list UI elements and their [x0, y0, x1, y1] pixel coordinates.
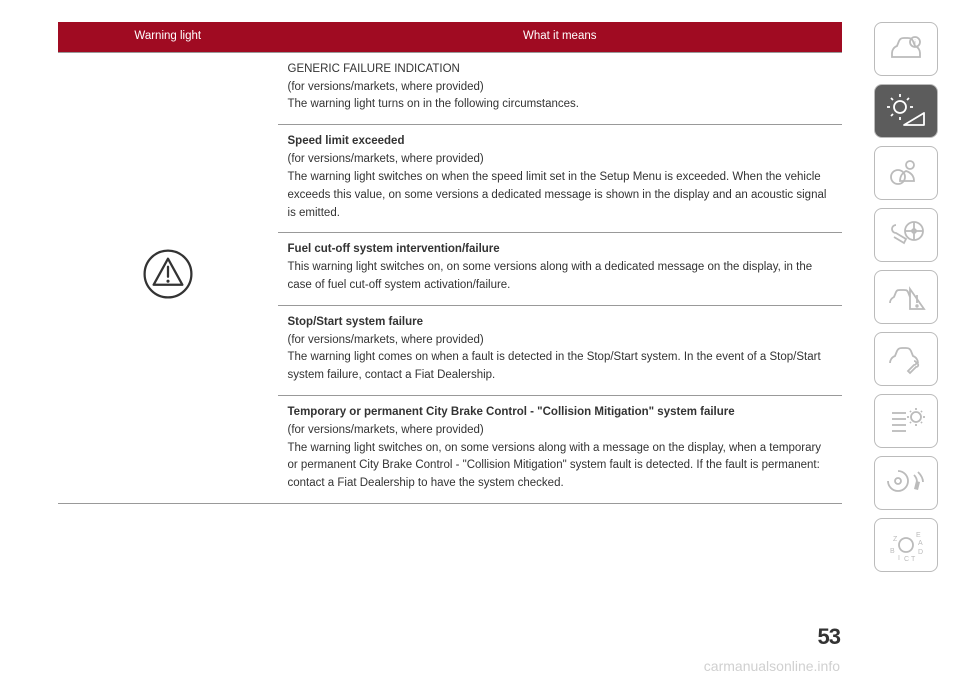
svg-text:C: C [904, 556, 909, 563]
tab-airbag-icon[interactable] [874, 146, 938, 200]
header-warning-light: Warning light [58, 22, 278, 52]
section-title: Speed limit exceeded [288, 133, 832, 151]
line: (for versions/markets, where provided) [288, 79, 832, 97]
tab-warning-lights-icon[interactable] [874, 84, 938, 138]
generic-warning-icon [141, 292, 195, 304]
svg-text:I: I [898, 555, 900, 562]
svg-text:A: A [918, 540, 923, 547]
line: GENERIC FAILURE INDICATION [288, 61, 832, 79]
svg-text:B: B [890, 548, 895, 555]
section-speed-limit: Speed limit exceeded (for versions/marke… [278, 125, 842, 233]
line: (for versions/markets, where provided) [288, 151, 832, 169]
section-title: Fuel cut-off system intervention/failure [288, 241, 832, 259]
svg-text:E: E [916, 532, 921, 539]
warning-light-cell [58, 52, 278, 503]
svg-text:Z: Z [893, 536, 898, 543]
line: The warning light turns on in the follow… [288, 96, 832, 114]
section-title: Stop/Start system failure [288, 314, 832, 332]
page-number: 53 [818, 624, 840, 650]
line: The warning light switches on, on some v… [288, 440, 832, 493]
line: The warning light comes on when a fault … [288, 349, 832, 385]
content-area: Warning light What it means [58, 22, 842, 504]
warning-table: Warning light What it means [58, 22, 842, 504]
svg-text:D: D [918, 549, 923, 556]
svg-text:T: T [911, 556, 916, 563]
section-city-brake: Temporary or permanent City Brake Contro… [278, 396, 842, 504]
section-fuel-cutoff: Fuel cut-off system intervention/failure… [278, 233, 842, 305]
tab-collision-icon[interactable] [874, 270, 938, 324]
line: (for versions/markets, where provided) [288, 422, 832, 440]
tab-service-icon[interactable] [874, 332, 938, 386]
watermark: carmanualsonline.info [704, 658, 840, 674]
tab-index-icon[interactable]: Z EAD BICT [874, 518, 938, 572]
line: (for versions/markets, where provided) [288, 332, 832, 350]
header-what-it-means: What it means [278, 22, 842, 52]
tab-key-steering-icon[interactable] [874, 208, 938, 262]
section-stop-start: Stop/Start system failure (for versions/… [278, 305, 842, 395]
tab-media-nav-icon[interactable] [874, 456, 938, 510]
section-title: Temporary or permanent City Brake Contro… [288, 404, 832, 422]
line: The warning light switches on when the s… [288, 169, 832, 222]
tab-settings-list-icon[interactable] [874, 394, 938, 448]
line: This warning light switches on, on some … [288, 259, 832, 295]
tab-vehicle-info-icon[interactable]: i [874, 22, 938, 76]
side-tabs: i Z EAD BICT [874, 22, 938, 572]
section-generic: GENERIC FAILURE INDICATION (for versions… [278, 52, 842, 124]
